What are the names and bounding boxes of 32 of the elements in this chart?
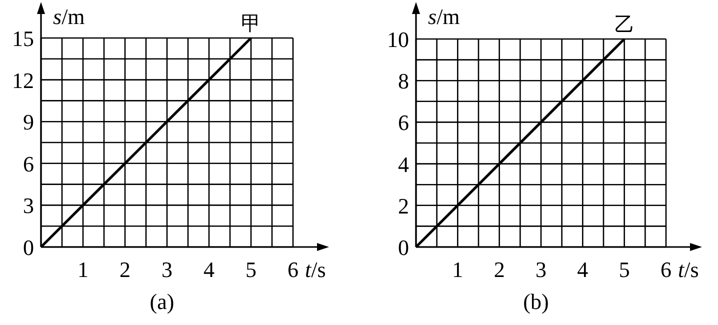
x-tick-label: 6: [288, 257, 298, 282]
x-tick-label: 4: [204, 257, 214, 282]
annotation: 甲: [241, 11, 261, 35]
y-axis-title: s/m: [428, 4, 460, 29]
x-tick-label: 4: [577, 257, 588, 282]
y-tick-label: 6: [398, 110, 409, 136]
text: (a): [150, 289, 174, 314]
y-tick-label: 8: [398, 68, 409, 94]
x-tick-label: 6: [660, 257, 672, 282]
x-axis-title: t/s: [305, 257, 326, 282]
y-axis-title: s/m: [53, 4, 85, 29]
text: (b): [523, 289, 549, 314]
x-tick-label: 2: [494, 257, 505, 282]
x-tick-label: 2: [120, 257, 130, 282]
x-tick-label: 1: [452, 257, 464, 282]
y-tick-label: 4: [398, 152, 409, 177]
y-tick-label: 0: [398, 235, 409, 260]
y-tick-label: 0: [23, 235, 34, 260]
y-tick-label: 10: [387, 27, 409, 52]
y-tick-label: 15: [12, 26, 34, 51]
annotation: 乙: [614, 12, 634, 36]
x-tick-label: 5: [618, 257, 630, 282]
x-tick-label: 5: [246, 257, 256, 282]
y-tick-label: 9: [23, 110, 34, 135]
y-tick-label: 6: [23, 151, 34, 176]
y-tick-label: 3: [23, 193, 34, 218]
x-axis-title: t/s: [678, 257, 699, 282]
x-tick-label: 3: [162, 257, 172, 282]
y-tick-label: 12: [12, 68, 34, 93]
x-tick-label: 1: [78, 257, 88, 282]
y-tick-label: 2: [398, 193, 409, 218]
x-tick-label: 3: [536, 257, 546, 282]
